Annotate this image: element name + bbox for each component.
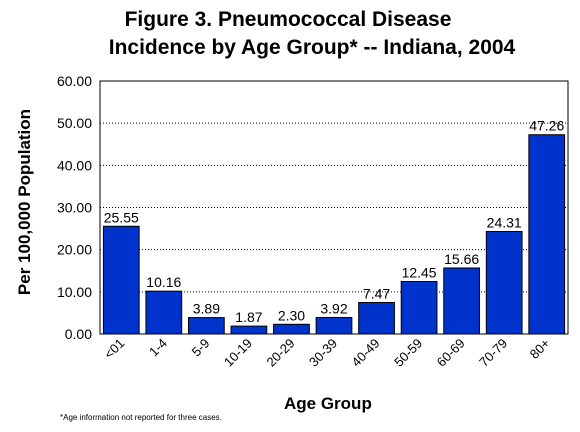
bar [400,281,438,335]
y-axis-title: Per 100,000 Population [15,108,34,296]
y-tick-label: 10.00 [57,284,92,300]
data-label: 3.89 [193,301,220,317]
data-label: 12.45 [402,265,437,281]
y-tick-label: 30.00 [57,200,92,216]
x-tick-label: 80+ [527,336,553,362]
x-tick-label: 40-49 [349,336,383,370]
footnote: *Age information not reported for three … [60,413,222,422]
bar [315,316,353,335]
data-label: 2.30 [278,307,305,323]
bar [145,290,183,335]
y-tick-label: 60.00 [57,73,92,89]
bar [102,225,140,335]
data-label: 1.87 [235,309,262,325]
bar [358,302,395,335]
data-label: 3.92 [320,300,347,316]
y-tick-label: 40.00 [57,157,92,173]
bar [230,325,268,335]
x-tick-label: 50-59 [391,336,425,370]
bar [485,230,523,335]
data-label: 47.26 [529,118,564,134]
x-tick-label: 30-39 [306,336,340,370]
x-tick-label: 5-9 [189,336,213,360]
x-tick-label: 70-79 [476,336,510,370]
chart-title-line1: Figure 3. Pneumococcal Disease [124,8,452,31]
bar [187,317,225,335]
x-tick-label: <01 [101,336,127,362]
data-label: 24.31 [487,214,522,230]
x-tick-label: 10-19 [221,336,255,370]
y-tick-label: 50.00 [57,115,92,131]
data-label: 25.55 [104,209,139,225]
x-tick-label: 20-29 [263,336,297,370]
x-tick-label: 1-4 [146,336,170,360]
bar [528,134,566,335]
bar [273,323,310,335]
chart-title-line2: Incidence by Age Group* -- Indiana, 2004 [108,36,516,59]
y-tick-label: 0.00 [65,326,92,342]
data-label: 7.47 [363,286,390,302]
bar [443,267,481,335]
x-axis-title: Age Group [284,394,372,413]
data-label: 10.16 [146,274,181,290]
y-tick-label: 20.00 [57,242,92,258]
x-tick-label: 60-69 [434,336,468,370]
data-label: 15.66 [444,251,479,267]
